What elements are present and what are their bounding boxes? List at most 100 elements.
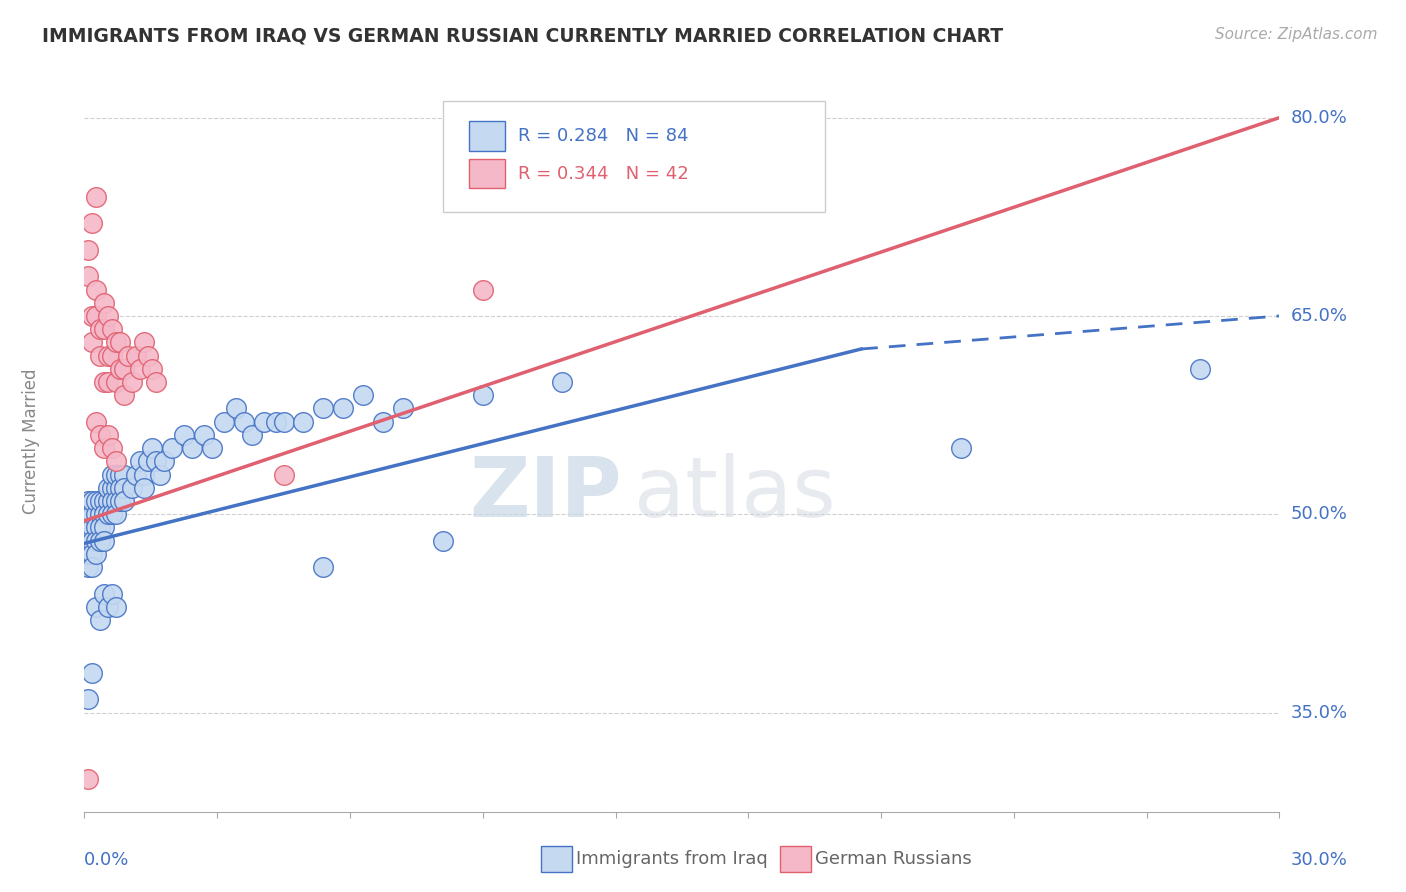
Text: 65.0%: 65.0% (1291, 307, 1347, 325)
Point (160, 441, 183, 455)
Point (77, 560, 100, 574)
Point (117, 349, 139, 363)
Point (110, 361, 132, 376)
Bar (470, 159, 505, 188)
Point (101, 494, 124, 508)
Point (225, 401, 247, 416)
Point (121, 375, 143, 389)
Point (101, 508, 124, 522)
Point (101, 467, 124, 482)
Point (551, 375, 574, 389)
Point (136, 454, 159, 468)
Text: atlas: atlas (634, 453, 835, 534)
Point (110, 481, 132, 495)
Point (471, 388, 494, 402)
Point (89, 349, 111, 363)
Point (86, 283, 108, 297)
Point (373, 415, 395, 429)
Point (201, 441, 224, 455)
Point (949, 441, 972, 455)
Point (110, 467, 132, 482)
Point (105, 508, 128, 522)
Point (141, 361, 163, 376)
Point (89, 322, 111, 336)
Text: German Russians: German Russians (815, 850, 972, 868)
Point (93, 494, 115, 508)
Point (77, 243, 100, 257)
Point (312, 560, 335, 574)
Point (77, 533, 100, 548)
Point (145, 454, 167, 468)
Point (93, 375, 115, 389)
Point (82, 494, 104, 508)
Text: R = 0.344   N = 42: R = 0.344 N = 42 (519, 164, 689, 183)
Point (112, 481, 135, 495)
Text: 0.0%: 0.0% (84, 851, 129, 869)
Point (332, 401, 354, 416)
Point (86, 533, 108, 548)
Point (97, 428, 120, 442)
Point (105, 375, 128, 389)
Point (101, 441, 124, 455)
Point (432, 533, 454, 548)
Point (77, 772, 100, 786)
Bar (470, 121, 505, 151)
Point (105, 481, 128, 495)
Point (132, 481, 156, 495)
Point (193, 428, 215, 442)
Point (97, 508, 120, 522)
Point (101, 349, 124, 363)
Point (77, 508, 100, 522)
Point (173, 428, 195, 442)
Point (86, 599, 108, 614)
Point (312, 401, 335, 416)
Point (392, 401, 415, 416)
Point (129, 361, 152, 376)
Point (112, 361, 135, 376)
Point (105, 467, 128, 482)
Point (93, 586, 115, 600)
Point (471, 283, 494, 297)
Point (129, 454, 152, 468)
Point (264, 415, 287, 429)
Point (97, 494, 120, 508)
Point (93, 533, 115, 548)
Point (97, 481, 120, 495)
Point (273, 467, 295, 482)
Point (86, 309, 108, 323)
Point (105, 494, 128, 508)
Point (352, 388, 374, 402)
Point (145, 375, 167, 389)
Point (93, 295, 115, 310)
Point (153, 454, 176, 468)
Point (125, 467, 148, 482)
Point (112, 388, 135, 402)
Point (93, 441, 115, 455)
Point (89, 520, 111, 534)
Point (97, 309, 120, 323)
Text: 35.0%: 35.0% (1291, 704, 1348, 722)
Point (77, 692, 100, 706)
Text: IMMIGRANTS FROM IRAQ VS GERMAN RUSSIAN CURRENTLY MARRIED CORRELATION CHART: IMMIGRANTS FROM IRAQ VS GERMAN RUSSIAN C… (42, 27, 1004, 45)
Point (121, 481, 143, 495)
Point (86, 415, 108, 429)
Point (181, 441, 204, 455)
Point (790, 124, 813, 138)
Point (136, 349, 159, 363)
Point (82, 508, 104, 522)
Point (86, 494, 108, 508)
Point (97, 599, 120, 614)
Point (112, 467, 135, 482)
Point (1188, 361, 1211, 376)
Point (77, 520, 100, 534)
Point (97, 349, 120, 363)
Point (89, 613, 111, 627)
Point (105, 454, 128, 468)
Point (105, 335, 128, 350)
Text: Immigrants from Iraq: Immigrants from Iraq (576, 850, 768, 868)
Point (93, 520, 115, 534)
Point (125, 349, 148, 363)
Point (89, 428, 111, 442)
Point (77, 547, 100, 561)
Point (77, 269, 100, 284)
